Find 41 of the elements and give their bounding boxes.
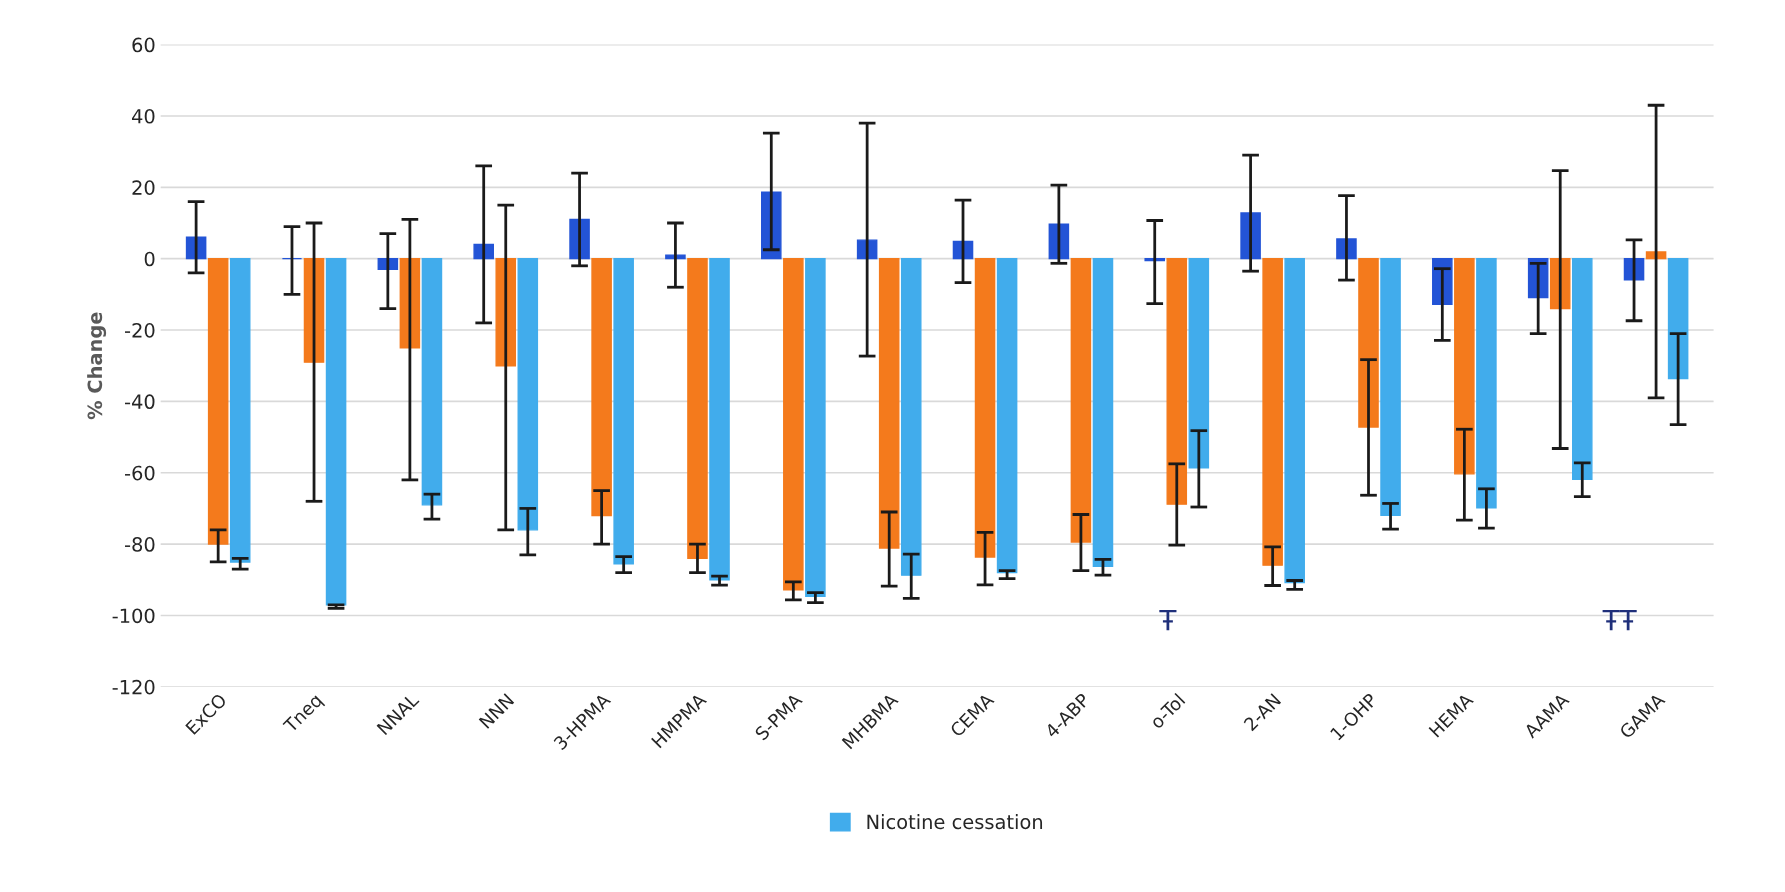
bar — [709, 257, 730, 581]
bar — [783, 257, 804, 591]
y-tick-label: -80 — [124, 537, 155, 552]
y-tick-label: -40 — [124, 394, 155, 410]
y-tick-label: 0 — [144, 251, 155, 267]
bar — [325, 257, 347, 606]
y-tick-label: 20 — [132, 180, 155, 195]
annotation: Ŧ — [1159, 610, 1177, 631]
y-tick-label: 40 — [132, 108, 155, 124]
bar — [1166, 257, 1188, 505]
bar — [1571, 257, 1593, 480]
y-axis-title: % Change — [87, 312, 107, 420]
y-tick-label: 60 — [132, 37, 155, 53]
bar — [878, 257, 900, 549]
y-tick-label: -20 — [124, 323, 155, 338]
bar — [1070, 257, 1092, 543]
bar — [1476, 257, 1497, 509]
y-tick-label: -100 — [112, 608, 155, 624]
bar — [1380, 257, 1401, 516]
bar — [974, 257, 996, 558]
bar — [1262, 257, 1283, 566]
bar — [591, 257, 612, 517]
annotation: ŦŦ — [1602, 610, 1637, 631]
bar — [229, 257, 251, 563]
bar — [517, 257, 539, 531]
bar — [900, 257, 922, 576]
bar — [1358, 257, 1379, 428]
bar — [996, 257, 1018, 574]
bar — [207, 257, 229, 545]
legend-label: Nicotine cessation — [867, 814, 1043, 830]
y-tick-label: -120 — [112, 679, 155, 695]
bar — [1188, 257, 1210, 469]
bar — [1092, 257, 1114, 567]
bar — [687, 257, 708, 560]
bar — [1454, 257, 1475, 475]
bar — [805, 257, 826, 597]
bar — [421, 257, 443, 506]
bar — [1284, 257, 1305, 584]
y-tick-label: -60 — [124, 465, 155, 481]
bar — [613, 257, 634, 565]
bar — [1667, 257, 1689, 380]
